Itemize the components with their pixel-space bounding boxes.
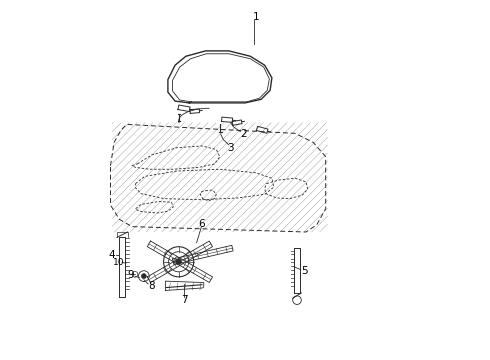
Text: 9: 9: [128, 270, 134, 280]
Text: 7: 7: [181, 295, 187, 305]
Text: 5: 5: [301, 266, 308, 276]
Text: 8: 8: [148, 281, 155, 291]
Text: 4: 4: [108, 250, 115, 260]
Text: 3: 3: [227, 143, 234, 153]
Text: 2: 2: [240, 129, 246, 139]
Text: 1: 1: [252, 12, 259, 22]
Text: 6: 6: [198, 219, 205, 229]
Circle shape: [176, 259, 181, 265]
Text: 10: 10: [113, 258, 124, 267]
Circle shape: [141, 274, 147, 279]
